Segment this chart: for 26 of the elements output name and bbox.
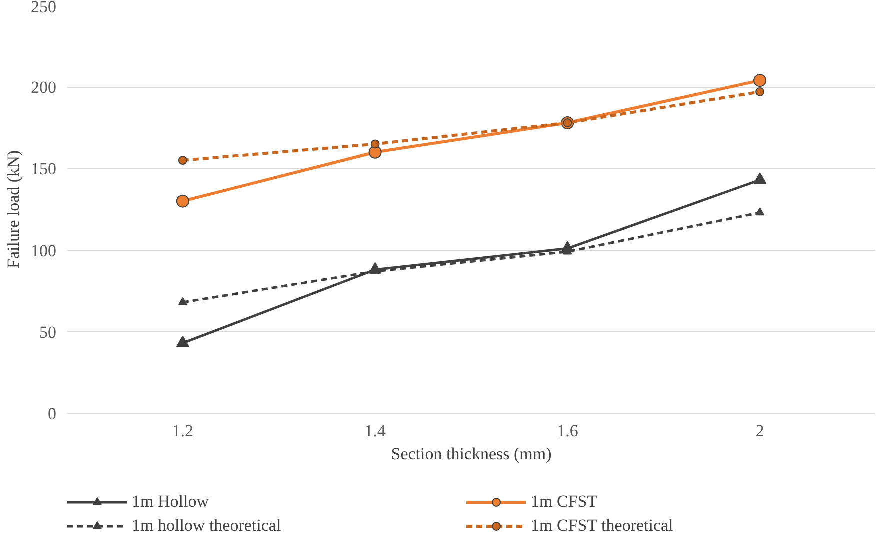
legend-label: 1m CFST — [531, 492, 599, 512]
x-axis-title: Section thickness (mm) — [391, 444, 552, 464]
legend-label: 1m hollow theoretical — [132, 516, 282, 536]
point — [754, 74, 767, 88]
x-tick-label: 1.6 — [557, 422, 578, 440]
y-axis-title: Failure load (kN) — [4, 150, 23, 269]
legend-label: 1m CFST theoretical — [531, 516, 674, 536]
x-tick-label: 1.4 — [364, 422, 386, 440]
y-tick-label: 50 — [40, 322, 56, 342]
point — [178, 156, 188, 166]
point — [756, 208, 765, 216]
point — [176, 336, 190, 348]
point — [370, 140, 380, 149]
y-tick-label: 250 — [31, 0, 56, 16]
y-tick-label: 0 — [48, 404, 56, 424]
point — [756, 88, 765, 96]
x-tick-label: 2 — [756, 422, 764, 440]
y-tick-label: 200 — [31, 78, 56, 98]
y-tick-label: 100 — [31, 241, 56, 260]
x-tick-label: 1.2 — [172, 422, 194, 440]
point — [368, 146, 382, 159]
y-tick-label: 150 — [31, 160, 56, 179]
point — [176, 194, 190, 208]
point — [178, 297, 188, 306]
point — [754, 172, 767, 184]
legend-label: 1m Hollow — [132, 492, 210, 512]
